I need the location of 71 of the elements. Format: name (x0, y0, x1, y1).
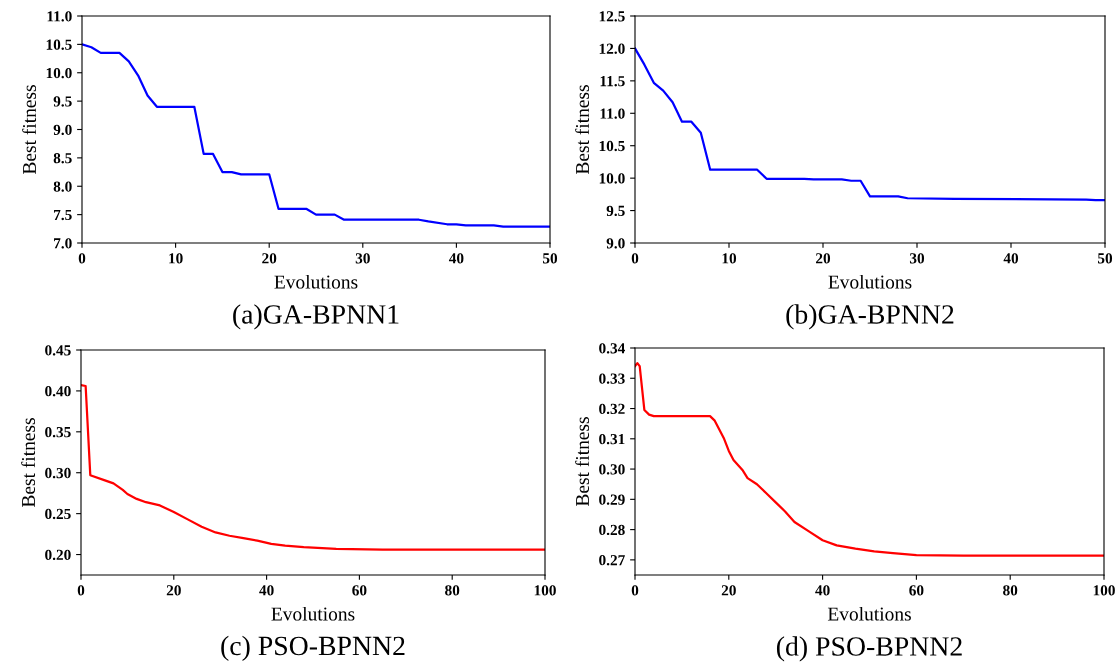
x-tick-label: 0 (78, 253, 86, 264)
y-tick-label: 7.5 (54, 209, 72, 221)
line-series (635, 47, 1105, 202)
y-axis-title: Best fitness (21, 418, 36, 508)
y-tick-label: 10.5 (46, 39, 72, 50)
y-tick-label: 12.0 (599, 43, 625, 54)
y-tick-label: 0.45 (45, 345, 71, 356)
line-series (82, 43, 550, 228)
y-tick-label: 9.5 (53, 96, 72, 107)
x-axis-title: Evolutions (274, 274, 358, 289)
y-tick-label: 0.34 (599, 343, 625, 354)
y-tick-label: 0.35 (45, 426, 71, 438)
y-axis-title: Best fitness (575, 85, 590, 175)
y-tick-label: 7.0 (54, 238, 72, 249)
y-tick-label: 0.30 (599, 464, 625, 475)
y-tick-label: 0.33 (599, 373, 625, 384)
x-tick-label: 80 (445, 585, 460, 596)
text: (c) PSO-BPNN2 (221, 635, 405, 661)
x-tick-label: 50 (1097, 253, 1113, 264)
y-tick-label: 12.5 (599, 11, 625, 22)
y-tick-label: 9.0 (606, 238, 625, 249)
text: (b)GA-BPNN2 (786, 304, 954, 330)
y-tick-label: 0.27 (599, 555, 625, 566)
x-tick-label: 40 (448, 253, 464, 264)
x-tick-label: 60 (352, 585, 367, 596)
y-tick-label: 0.29 (599, 494, 625, 505)
y-tick-label: 11.0 (47, 11, 72, 22)
x-tick-label: 10 (722, 253, 737, 264)
y-tick-label: 0.30 (45, 467, 71, 479)
x-tick-label: 20 (262, 253, 277, 264)
y-tick-label: 0.20 (45, 549, 71, 561)
y-tick-label: 0.28 (599, 524, 625, 536)
y-tick-label: 0.32 (599, 403, 625, 415)
x-tick-label: 30 (909, 253, 925, 264)
y-tick-label: 9.0 (53, 124, 72, 136)
x-tick-label: 0 (77, 585, 85, 596)
x-tick-label: 20 (721, 585, 736, 596)
x-tick-label: 0 (631, 253, 639, 264)
line-series (81, 384, 545, 551)
x-tick-label: 20 (166, 585, 181, 596)
x-tick-label: 30 (355, 253, 370, 264)
x-tick-label: 40 (259, 585, 274, 596)
x-tick-label: 0 (631, 585, 639, 596)
y-tick-label: 0.31 (599, 433, 625, 445)
y-axis-title: Best fitness (575, 417, 590, 507)
y-tick-label: 11.0 (600, 108, 625, 119)
y-tick-label: 0.25 (45, 508, 71, 520)
y-tick-label: 10.5 (599, 140, 625, 152)
x-tick-label: 80 (1003, 585, 1018, 596)
y-tick-label: 9.5 (606, 205, 625, 217)
x-tick-label: 50 (542, 253, 558, 264)
text: (a)GA-BPNN1 (233, 304, 399, 330)
x-tick-label: 60 (909, 585, 924, 596)
line-series (635, 362, 1104, 557)
y-tick-label: 10.0 (46, 67, 72, 79)
x-axis-title: Evolutions (827, 606, 911, 621)
y-tick-label: 10.0 (599, 173, 625, 184)
x-tick-label: 40 (1003, 253, 1019, 264)
text: (d) PSO-BPNN2 (776, 636, 962, 662)
y-tick-label: 8.5 (53, 153, 72, 164)
x-tick-label: 40 (815, 585, 830, 596)
y-axis-title: Best fitness (22, 85, 37, 175)
x-tick-label: 100 (534, 585, 556, 596)
y-tick-label: 0.40 (45, 386, 71, 397)
x-tick-label: 100 (1093, 585, 1115, 596)
y-tick-label: 11.5 (600, 76, 625, 87)
x-tick-label: 20 (816, 253, 831, 264)
x-tick-label: 10 (169, 253, 183, 264)
y-tick-label: 8.0 (53, 181, 72, 192)
x-axis-title: Evolutions (828, 274, 912, 289)
x-axis-title: Evolutions (271, 606, 355, 621)
